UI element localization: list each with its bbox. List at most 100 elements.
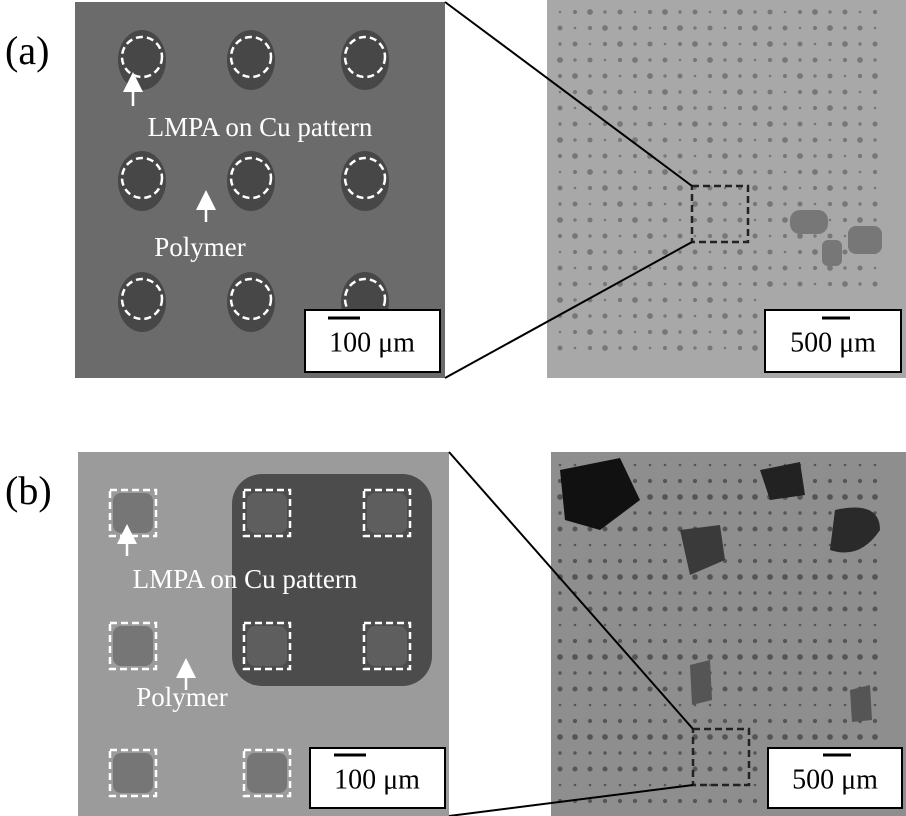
texture-dot <box>574 464 577 467</box>
texture-dot <box>649 107 652 110</box>
texture-dot <box>647 494 653 500</box>
texture-dot <box>738 751 741 754</box>
texture-dot <box>618 751 621 754</box>
texture-dot <box>693 346 696 349</box>
texture-dot <box>828 90 831 93</box>
texture-dot <box>843 106 846 109</box>
texture-dot <box>799 704 802 707</box>
texture-dot <box>829 464 832 467</box>
texture-dot <box>753 154 758 159</box>
texture-dot <box>662 9 668 15</box>
texture-dot <box>603 799 607 803</box>
texture-dot <box>574 624 577 627</box>
texture-dot <box>739 283 742 286</box>
texture-dot <box>828 154 833 159</box>
texture-dot <box>799 27 802 30</box>
texture-dot <box>573 42 578 47</box>
texture-dot <box>843 591 846 594</box>
texture-dot <box>723 799 727 803</box>
texture-dot <box>783 591 786 594</box>
pad <box>227 151 275 211</box>
texture-dot <box>648 138 651 141</box>
texture-dot <box>603 154 608 159</box>
texture-dot <box>559 91 562 94</box>
texture-dot <box>767 281 773 287</box>
texture-dot <box>663 639 667 643</box>
texture-dot <box>739 464 742 467</box>
texture-dot <box>844 464 847 467</box>
texture-dot <box>813 591 816 594</box>
texture-dot <box>843 607 848 612</box>
texture-dot <box>798 10 802 14</box>
texture-dot <box>709 171 712 174</box>
texture-dot <box>663 751 666 754</box>
texture-dot <box>679 464 682 467</box>
texture-dot <box>634 464 637 467</box>
texture-dot <box>693 298 697 302</box>
texture-dot <box>662 734 668 740</box>
texture-dot <box>633 559 637 563</box>
texture-dot <box>632 57 638 63</box>
texture-dot <box>873 559 877 563</box>
texture-dot <box>783 234 787 238</box>
texture-dot <box>724 464 727 467</box>
pad <box>118 151 166 211</box>
texture-dot <box>633 202 636 205</box>
texture-dot <box>663 154 666 157</box>
texture-dot <box>693 330 698 335</box>
texture-dot <box>633 607 638 612</box>
texture-dot <box>752 345 758 351</box>
pad <box>113 626 153 666</box>
texture-dot <box>858 42 861 45</box>
texture-dot <box>618 266 621 269</box>
micrograph-b-zoom: LMPA on Cu pattern Polymer 100 μm <box>78 452 449 816</box>
texture-dot <box>618 218 622 222</box>
texture-dot <box>843 218 847 222</box>
texture-dot <box>632 297 638 303</box>
texture-dot <box>572 233 578 239</box>
texture-dot <box>692 654 698 660</box>
texture-dot <box>872 73 878 79</box>
texture-dot <box>813 74 816 77</box>
texture-dot <box>812 169 818 175</box>
texture-dot <box>709 624 712 627</box>
texture-dot <box>588 559 592 563</box>
texture-dot <box>603 671 606 674</box>
texture-dot <box>603 719 607 723</box>
texture-dot <box>858 591 861 594</box>
texture-dot <box>587 169 593 175</box>
texture-dot <box>828 559 832 563</box>
texture-dot <box>557 137 563 143</box>
texture-dot <box>753 202 757 206</box>
texture-dot <box>798 202 803 207</box>
texture-dot <box>812 494 818 500</box>
texture-dot <box>812 89 818 95</box>
texture-dot <box>588 719 592 723</box>
texture-dot <box>603 90 606 93</box>
texture-dot <box>739 43 742 46</box>
texture-dot <box>619 155 622 158</box>
texture-dot <box>708 511 711 514</box>
texture-dot <box>603 202 607 206</box>
texture-dot <box>844 624 847 627</box>
texture-dot <box>753 591 756 594</box>
texture-dot <box>813 511 816 514</box>
texture-dot <box>708 479 712 483</box>
texture-dot <box>708 639 712 643</box>
texture-dot <box>589 123 592 126</box>
texture-dot <box>858 122 861 125</box>
texture-dot <box>752 494 758 500</box>
texture-dot <box>769 235 772 238</box>
texture-dot <box>857 654 863 660</box>
texture-dot <box>724 347 727 350</box>
texture-dot <box>754 784 757 787</box>
texture-dot <box>858 671 861 674</box>
texture-dot <box>753 607 758 612</box>
texture-dot <box>604 544 607 547</box>
texture-dot <box>857 57 863 63</box>
texture-dot <box>873 607 878 612</box>
texture-dot <box>648 559 652 563</box>
texture-dot <box>768 170 773 175</box>
texture-dot <box>648 527 653 532</box>
texture-dot <box>783 26 788 31</box>
